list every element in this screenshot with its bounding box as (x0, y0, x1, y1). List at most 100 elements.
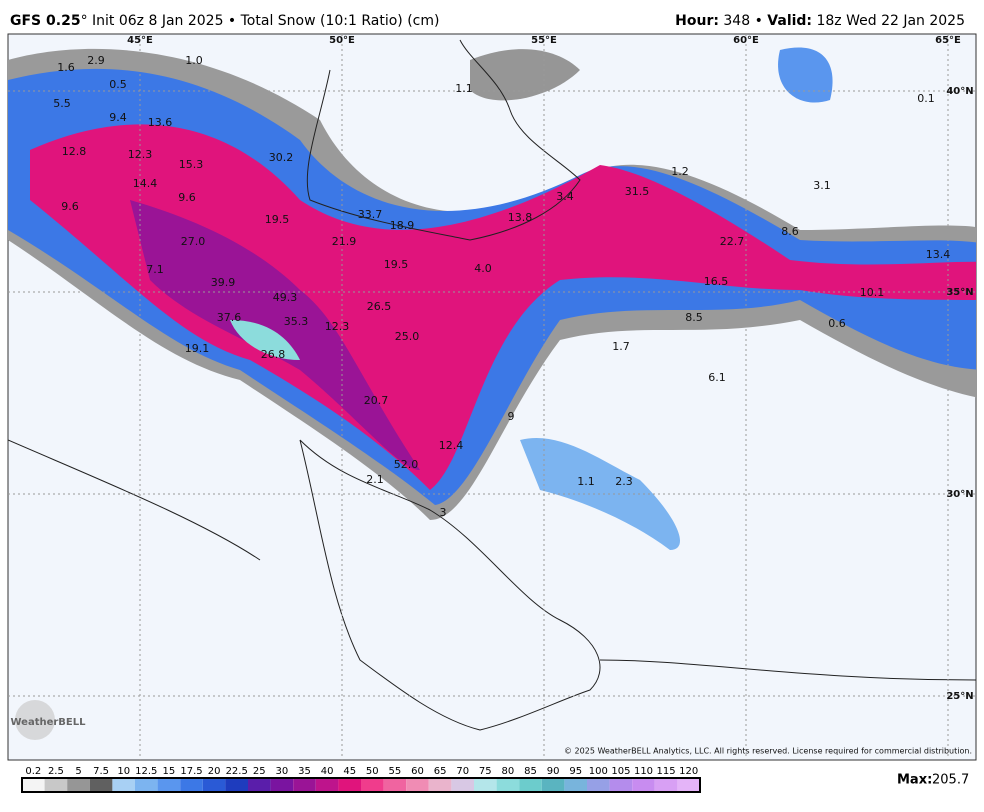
lat-label: 40°N (946, 86, 973, 97)
value-label: 4.0 (474, 262, 492, 275)
colorbar-label: 5 (75, 766, 81, 777)
persian-gulf (299, 439, 601, 731)
value-label: 8.5 (685, 311, 703, 324)
colorbar-label: 15 (163, 766, 176, 777)
colorbar-box (519, 778, 542, 792)
lon-label: 45°E (127, 35, 153, 46)
value-label: 33.7 (358, 208, 383, 221)
colorbar-label: 30 (276, 766, 289, 777)
value-label: 0.1 (917, 92, 935, 105)
colorbar-box (135, 778, 158, 792)
value-label: 19.5 (384, 258, 409, 271)
max-label: Max: (897, 773, 932, 788)
colorbar-box (587, 778, 610, 792)
value-label: 35.3 (284, 315, 309, 328)
value-label: 20.7 (364, 394, 389, 407)
value-label: 26.8 (261, 348, 286, 361)
colorbar-label: 35 (298, 766, 311, 777)
value-label: 14.4 (133, 177, 158, 190)
value-label: 21.9 (332, 235, 357, 248)
colorbar-label: 110 (634, 766, 653, 777)
header-left: GFS 0.25° Init 06z 8 Jan 2025 • Total Sn… (10, 13, 439, 29)
value-label: 3.4 (556, 190, 574, 203)
colorbar-label: 50 (366, 766, 379, 777)
value-label: 25.0 (395, 330, 420, 343)
value-label: 49.3 (273, 291, 298, 304)
value-label: 10.1 (860, 286, 885, 299)
value-label: 12.8 (62, 145, 87, 158)
value-label: 26.5 (367, 300, 392, 313)
value-label: 12.3 (325, 320, 350, 333)
map: WeatherBELL © 2025 WeatherBELL Analytics… (7, 33, 977, 761)
value-label: 6.1 (708, 371, 726, 384)
value-label: 9.6 (61, 200, 79, 213)
colorbar-label: 2.5 (48, 766, 64, 777)
description: ° Init 06z 8 Jan 2025 • Total Snow (10:1… (81, 13, 440, 29)
colorbar-box (89, 778, 113, 792)
value-label: 9.4 (109, 111, 127, 124)
value-label: 12.4 (439, 439, 464, 452)
colorbar-label: 80 (502, 766, 515, 777)
colorbar-label: 45 (343, 766, 356, 777)
colorbar-box (654, 778, 678, 792)
value-label: 3.1 (813, 179, 831, 192)
snow-blue-south (520, 438, 680, 550)
value-label: 18.9 (390, 219, 415, 232)
value-label: 1.2 (671, 165, 689, 178)
max-value: 205.7 (932, 773, 969, 788)
value-label: 52.0 (394, 458, 419, 471)
value-label: 12.3 (128, 148, 153, 161)
value-label: 9.6 (178, 191, 196, 204)
colorbar-box (67, 778, 90, 792)
value-label: 39.9 (211, 276, 236, 289)
graticule (8, 34, 976, 760)
logo-icon (15, 700, 55, 740)
colorbar-label: 70 (456, 766, 469, 777)
snow-gray-north (470, 49, 580, 101)
colorbar-box (496, 778, 520, 792)
colorbar-box (361, 778, 384, 792)
value-label: 30.2 (269, 151, 294, 164)
value-label: 0.5 (109, 78, 127, 91)
value-label: 0.6 (828, 317, 846, 330)
colorbar-box (157, 778, 181, 792)
lat-label: 30°N (946, 489, 973, 500)
value-label: 19.1 (185, 342, 210, 355)
value-label: 9 (508, 410, 515, 423)
valid-label: Valid: (767, 13, 812, 29)
value-label: 1.0 (185, 54, 203, 67)
colorbar-label: 40 (321, 766, 334, 777)
colorbar-box (248, 778, 271, 792)
colorbar-label: 95 (569, 766, 582, 777)
colorbar-box (225, 778, 248, 792)
value-label: 15.3 (179, 158, 204, 171)
snow-magenta (30, 124, 976, 490)
colorbar-label: 65 (434, 766, 447, 777)
colorbar-box (112, 778, 135, 792)
colorbar-box (270, 778, 294, 792)
value-label: 2.9 (87, 54, 105, 67)
colorbar-label: 90 (547, 766, 560, 777)
hour-value: 348 • (719, 13, 767, 29)
value-label: 13.6 (148, 116, 173, 129)
colorbar-box (338, 778, 361, 792)
colorbar-box (609, 778, 633, 792)
colorbar-box (180, 778, 203, 792)
colorbar-box (451, 778, 474, 792)
value-label: 27.0 (181, 235, 206, 248)
value-label: 7.1 (146, 263, 164, 276)
colorbar-label: 20 (208, 766, 221, 777)
colorbar-label: 75 (479, 766, 492, 777)
value-label: 1.1 (577, 475, 595, 488)
value-label: 1.6 (57, 61, 75, 74)
copyright: © 2025 WeatherBELL Analytics, LLC. All r… (564, 747, 972, 756)
logo: WeatherBELL (10, 717, 86, 728)
value-label: 1.7 (612, 340, 630, 353)
colorbar-label: 55 (389, 766, 402, 777)
value-label: 37.6 (217, 311, 242, 324)
lon-label: 60°E (733, 35, 759, 46)
value-label: 31.5 (625, 185, 650, 198)
colorbar-box (315, 778, 339, 792)
model: GFS 0.25 (10, 13, 81, 29)
